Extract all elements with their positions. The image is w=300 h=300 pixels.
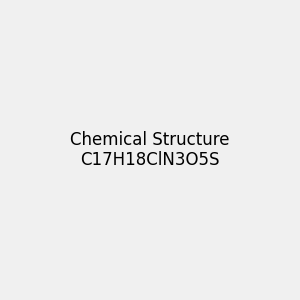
Text: Chemical Structure
C17H18ClN3O5S: Chemical Structure C17H18ClN3O5S bbox=[70, 130, 230, 170]
